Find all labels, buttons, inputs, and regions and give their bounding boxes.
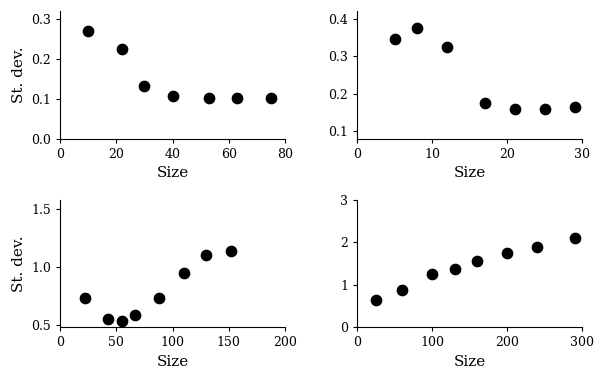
X-axis label: Size: Size <box>157 355 188 369</box>
Point <box>168 93 178 99</box>
Point <box>510 106 520 112</box>
Point <box>397 287 407 293</box>
Point <box>140 83 149 89</box>
Point <box>442 44 452 50</box>
X-axis label: Size: Size <box>454 355 485 369</box>
Point <box>232 96 242 102</box>
Point <box>450 266 460 272</box>
Y-axis label: St. dev.: St. dev. <box>11 46 26 103</box>
Point <box>154 295 164 301</box>
Point <box>502 250 512 256</box>
Point <box>179 270 188 276</box>
Point <box>412 25 422 31</box>
X-axis label: Size: Size <box>454 166 485 180</box>
Point <box>540 106 550 112</box>
Point <box>390 36 400 42</box>
Point <box>117 318 127 324</box>
Point <box>104 316 113 322</box>
Y-axis label: St. dev.: St. dev. <box>11 235 26 292</box>
Point <box>266 96 276 102</box>
Point <box>202 253 211 259</box>
Point <box>480 100 490 106</box>
Point <box>117 46 127 52</box>
Point <box>371 297 380 303</box>
Point <box>80 295 89 301</box>
Point <box>570 104 580 110</box>
Point <box>427 271 437 277</box>
Point <box>226 248 236 254</box>
Point <box>472 259 482 264</box>
Point <box>532 244 542 250</box>
Point <box>570 235 580 241</box>
X-axis label: Size: Size <box>157 166 188 180</box>
Point <box>204 94 214 100</box>
Point <box>131 312 140 318</box>
Point <box>83 28 93 34</box>
